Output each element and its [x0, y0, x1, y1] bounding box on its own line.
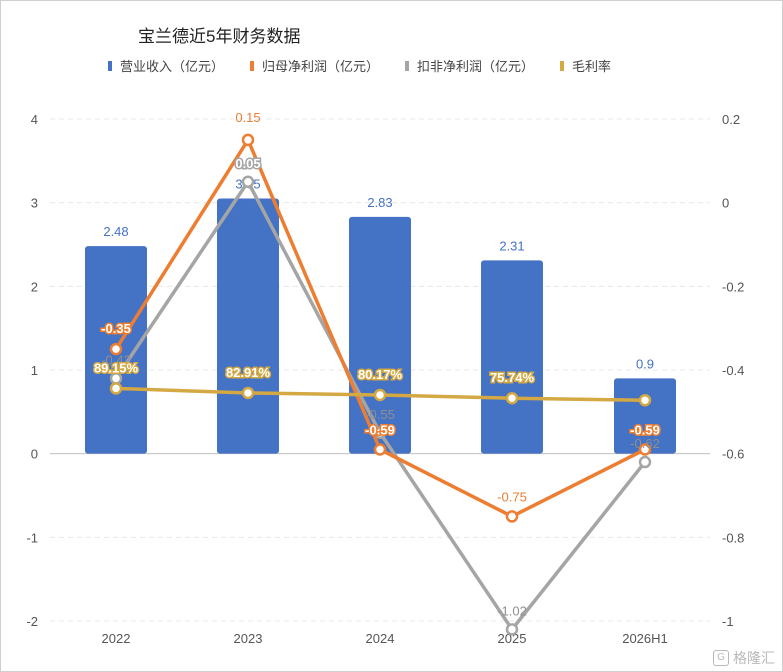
x-axis-tick-label: 2023	[234, 631, 263, 646]
right-axis-tick-label: 0	[722, 196, 729, 211]
gross-margin-data-label: 75.74%	[490, 370, 535, 385]
left-axis-tick-label: 3	[31, 196, 38, 211]
legend-label: 营业收入（亿元）	[120, 59, 225, 74]
legend-item[interactable]: 营业收入（亿元）	[108, 56, 224, 75]
legend-swatch	[250, 60, 255, 71]
gross-margin-data-label: 89.15%	[94, 360, 139, 375]
revenue-data-label: 2.83	[367, 195, 392, 210]
gross-margin-point	[109, 382, 123, 395]
net-profit-data-label: -0.35	[101, 321, 131, 336]
left-axis-tick-label: 4	[31, 112, 38, 127]
legend-swatch	[560, 60, 565, 71]
legend-swatch	[108, 60, 112, 71]
deducted-profit-data-label: -0.62	[630, 436, 660, 451]
watermark-text: 格隆汇	[733, 650, 775, 666]
legend-swatch	[405, 60, 410, 71]
revenue-bar	[614, 378, 676, 454]
gross-margin-point	[373, 388, 387, 402]
net-profit-point	[109, 342, 123, 356]
watermark-logo-icon: G	[713, 650, 729, 666]
right-axis-tick-label: -0.8	[722, 530, 744, 545]
watermark: G 格隆汇	[713, 648, 775, 668]
legend-label: 毛利率	[572, 59, 612, 74]
chart-legend: 营业收入（亿元） 归母净利润（亿元） 扣非净利润（亿元） 毛利率	[108, 56, 637, 75]
right-axis-tick-label: 0.2	[722, 112, 740, 127]
gross-margin-point	[505, 391, 519, 405]
revenue-data-label: 2.48	[103, 224, 128, 239]
x-axis-tick-label: 2024	[366, 631, 395, 646]
legend-item[interactable]: 毛利率	[560, 56, 611, 75]
deducted-profit-point	[373, 426, 387, 439]
left-axis-tick-label: 2	[31, 279, 38, 294]
net-profit-point	[373, 443, 387, 456]
deducted-profit-data-label: 0.05	[235, 156, 260, 171]
deducted-profit-point	[241, 175, 255, 188]
gross-margin-data-label: 80.17%	[358, 367, 403, 382]
left-axis-tick-label: -2	[26, 614, 38, 629]
legend-item[interactable]: 归母净利润（亿元）	[250, 56, 379, 75]
revenue-data-label: 0.9	[636, 356, 654, 371]
net-profit-point	[241, 133, 255, 147]
right-axis-tick-label: -0.2	[722, 279, 744, 294]
deducted-profit-point	[638, 455, 652, 469]
net-profit-data-label: 0.15	[235, 110, 260, 125]
net-profit-point	[505, 510, 519, 523]
left-axis-tick-label: 0	[31, 447, 38, 462]
legend-item[interactable]: 扣非净利润（亿元）	[405, 56, 534, 75]
chart-title: 宝兰德近5年财务数据	[138, 27, 301, 46]
gross-margin-data-label: 82.91%	[226, 365, 271, 380]
deducted-profit-data-label: -0.55	[365, 407, 395, 422]
revenue-bar	[217, 198, 279, 454]
x-axis-tick-label: 2026H1	[622, 631, 668, 646]
deducted-profit-data-label: -0.42	[101, 352, 131, 367]
legend-label: 归母净利润（亿元）	[262, 59, 380, 74]
left-axis-tick-label: 1	[31, 363, 38, 378]
left-axis-tick-label: -1	[26, 530, 38, 545]
net-profit-data-label: -0.59	[365, 422, 395, 437]
legend-label: 扣非净利润（亿元）	[417, 59, 535, 74]
gross-margin-point	[638, 393, 652, 407]
right-axis-tick-label: -0.6	[722, 447, 744, 462]
right-axis-tick-label: -1	[722, 614, 734, 629]
net-profit-data-label: -0.59	[630, 422, 660, 437]
deducted-profit-data-label: -1.02	[497, 603, 527, 618]
deducted-profit-point	[505, 623, 519, 636]
x-axis-tick-label: 2022	[102, 631, 131, 646]
revenue-bar	[481, 260, 543, 454]
revenue-data-label: 2.31	[499, 238, 524, 253]
net-profit-data-label: -0.75	[497, 489, 527, 504]
x-axis-tick-label: 2025	[498, 631, 527, 646]
right-axis-tick-label: -0.4	[722, 363, 744, 378]
gross-margin-point	[241, 386, 255, 400]
net-profit-point	[638, 443, 652, 456]
